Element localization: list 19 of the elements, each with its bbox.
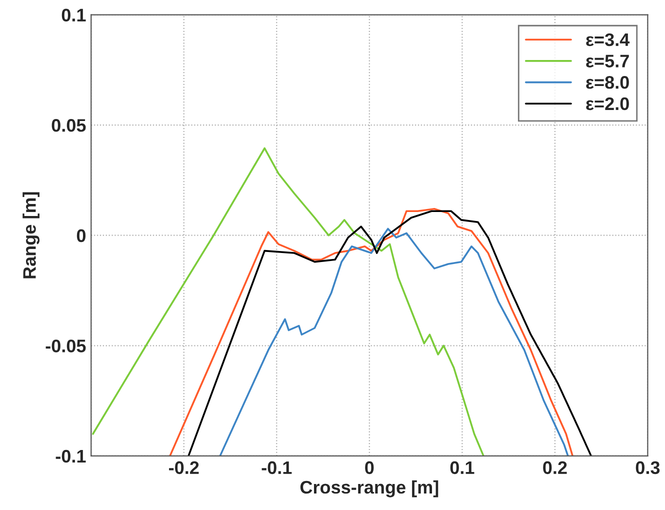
x-axis-title: Cross-range [m] [300,480,438,498]
legend-label: ε=5.7 [586,54,629,68]
y-tick-label: -0.05 [46,340,86,352]
y-axis-title: Range [m] [22,192,40,278]
x-tick-label: -0.1 [262,461,292,474]
y-tick-label: 0.1 [62,8,86,22]
line-series [219,228,569,456]
x-tick-label: 0.1 [450,461,474,474]
legend-label: ε=8.0 [586,76,629,89]
y-tick-label: -0.1 [56,450,86,463]
legend-label: ε=2.0 [586,97,629,110]
x-tick-label: 0.3 [636,461,660,474]
legend-label: ε=3.4 [586,33,630,46]
line-series [92,147,484,456]
y-tick-label: 0.05 [52,119,86,132]
x-tick-label: -0.2 [169,461,199,474]
x-tick-label: 0.2 [543,461,567,474]
x-tick-label: 0 [365,461,374,474]
y-tick-label: 0 [76,229,86,242]
